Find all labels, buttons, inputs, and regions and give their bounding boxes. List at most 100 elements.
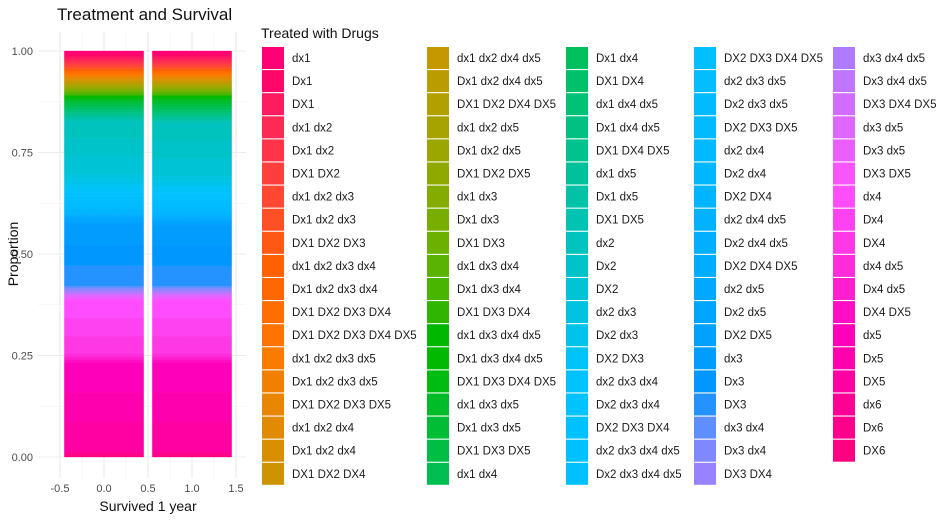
bar-segment: [64, 295, 144, 298]
bar-segment: [64, 50, 144, 55]
bar-segment: [152, 71, 232, 73]
legend-key: [833, 439, 855, 462]
legend-label: Dx1 dx3 dx4 dx5: [457, 353, 543, 365]
y-axis-ticks: 0.00 0.25 0.50 0.75 1.00: [12, 46, 33, 464]
legend-label: Dx5: [863, 353, 883, 365]
bar-segment: [152, 292, 232, 295]
legend-label: DX1 DX2: [292, 169, 340, 181]
bar-segment: [152, 362, 232, 393]
bar-segment: [64, 74, 144, 77]
x-axis-ticks: -0.5 0.0 0.5 1.0 1.5: [51, 483, 244, 495]
legend-key: [262, 208, 284, 231]
bar-segment: [152, 158, 232, 177]
legend-label: DX2 DX3 DX4 DX5: [724, 53, 823, 65]
bar-segment: [64, 69, 144, 72]
legend-key: [427, 93, 449, 116]
legend-label: DX1 DX3 DX4 DX5: [457, 376, 556, 388]
bar-segment: [64, 206, 144, 209]
legend-key: [427, 70, 449, 93]
legend-label: dx1 dx2 dx3 dx5: [292, 353, 376, 365]
bar-segment: [152, 72, 232, 74]
bar-segment: [152, 122, 232, 141]
bar-segment: [64, 88, 144, 91]
legend-key: [427, 254, 449, 277]
legend-label: dx1 dx5: [596, 169, 636, 181]
bar-segment: [64, 72, 144, 74]
legend-label: DX4: [863, 238, 886, 250]
legend-label: dx1 dx3: [457, 192, 497, 204]
bar-segment: [64, 219, 144, 222]
legend-key: [262, 47, 284, 69]
bar-segment: [64, 59, 144, 63]
legend-label: DX1 DX2 DX3 DX4: [292, 307, 392, 319]
x-axis-title: Survived 1 year: [99, 498, 197, 514]
legend-label: DX6: [863, 446, 885, 458]
bar-segment: [64, 111, 144, 114]
bar-segment: [152, 95, 232, 98]
x-tick-label: 1.5: [228, 483, 243, 495]
legend-label: dx1 dx4: [457, 469, 498, 481]
bar-segment: [64, 78, 144, 80]
legend-label: Dx1 dx2: [292, 145, 334, 157]
legend-key: [833, 162, 855, 185]
bar-segment: [64, 216, 144, 220]
bar-segment: [64, 392, 144, 423]
legend-key: [262, 301, 284, 324]
legend-key: [694, 116, 716, 139]
bar-segment: [64, 451, 144, 454]
legend-key: [694, 139, 716, 162]
bar-segment: [152, 392, 232, 423]
legend-key: [262, 139, 284, 162]
bar-segment: [64, 356, 144, 360]
legend-key: [694, 324, 716, 347]
legend-label: DX1 DX2 DX5: [457, 169, 531, 181]
bar-segment: [64, 196, 144, 199]
bar-segment: [152, 74, 232, 77]
legend-label: Dx1 dx2 dx3 dx5: [292, 376, 378, 388]
bar-segment: [64, 120, 144, 139]
legend-key: [833, 231, 855, 254]
legend-label: dx2 dx3 dx4 dx5: [596, 446, 680, 458]
bar-segment: [152, 199, 232, 202]
x-tick-label: 0.0: [96, 483, 111, 495]
legend-key: [833, 47, 855, 69]
legend-label: dx2 dx3 dx5: [724, 76, 786, 88]
bar-segment: [64, 87, 144, 90]
legend-key: [427, 278, 449, 300]
bar-segment: [152, 295, 232, 298]
legend-key: [694, 301, 716, 324]
legend-label: dx1 dx2 dx4 dx5: [457, 53, 541, 65]
legend-key: [694, 93, 716, 116]
bar-segment: [152, 67, 232, 69]
bar-segment: [152, 186, 232, 193]
bar-segment: [152, 76, 232, 79]
legend-label: DX1 DX2 DX4: [292, 469, 366, 481]
bar-segment: [64, 362, 144, 393]
legend-label: Dx2 dx4 dx5: [724, 238, 788, 250]
legend-key: [262, 347, 284, 370]
bar-segment: [152, 75, 232, 78]
bar-segment: [152, 99, 232, 103]
legend-key: [566, 462, 588, 485]
bar-segment: [152, 197, 232, 199]
legend-key: [694, 393, 716, 416]
legend-key: [566, 185, 588, 208]
legend-label: DX1 DX3: [457, 238, 505, 250]
legend-label: DX2: [596, 284, 618, 296]
legend-label: Dx6: [863, 423, 883, 435]
legend-label: Dx1 dx4 dx5: [596, 122, 660, 134]
bar-segment: [152, 266, 232, 287]
bar-segment: [152, 110, 232, 113]
bar-segment: [152, 86, 232, 88]
legend-label: DX2 DX3 DX5: [724, 122, 798, 134]
bar-segment: [64, 353, 144, 357]
bar-segment: [152, 80, 232, 82]
legend-label: dx2: [596, 238, 615, 250]
bar-segment: [152, 68, 232, 71]
bar-segment: [64, 94, 144, 97]
bar-segment: [152, 298, 232, 301]
legend-key: [262, 462, 284, 485]
bar-segment: [152, 85, 232, 87]
bar-segment: [64, 291, 144, 293]
y-axis-title: Proportion: [5, 222, 21, 287]
